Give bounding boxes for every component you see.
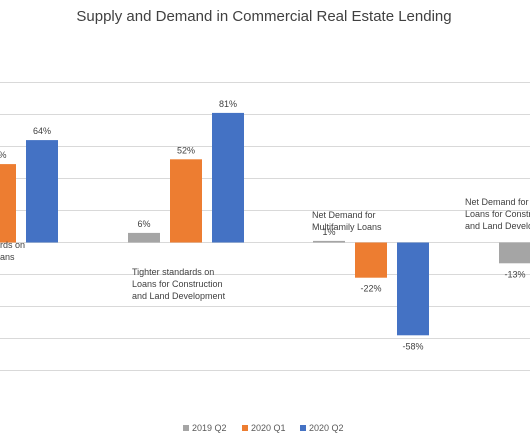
legend-label-1: 2020 Q1	[251, 423, 286, 433]
data-label-partial-2: 64%	[33, 126, 51, 136]
legend-swatch-0	[183, 425, 189, 431]
annotation-2-line-1: Loans for Construct	[465, 209, 530, 219]
bar-c0-s2	[212, 112, 244, 243]
data-label-c1-s1: -22%	[360, 284, 381, 294]
data-label-partial-1: 9%	[0, 150, 7, 160]
annotation-0-line-2: and Land Development	[132, 291, 226, 301]
legend-label-2: 2020 Q2	[309, 423, 344, 433]
gridlines	[0, 82, 530, 371]
data-label-c2-s0: -13%	[504, 269, 525, 279]
annotation-partial-line-0: rds on	[0, 240, 25, 250]
legend: 2019 Q2 2020 Q1 2020 Q2	[183, 423, 344, 433]
annotation-0-line-1: Loans for Construction	[132, 279, 223, 289]
category-annotations: Tighter standards on Loans for Constructi…	[0, 197, 530, 301]
data-label-c0-s0: 6%	[137, 219, 150, 229]
annotation-1-line-1: Multifamily Loans	[312, 222, 382, 232]
annotation-1-line-0: Net Demand for	[312, 210, 376, 220]
annotation-0-line-0: Tighter standards on	[132, 267, 214, 277]
bar-c0-s0	[128, 232, 160, 243]
data-label-c1-s0: 1%	[322, 227, 335, 237]
data-label-c0-s1: 52%	[177, 145, 195, 155]
bar-c1-s1	[355, 242, 387, 278]
bar-c2-s0	[499, 242, 530, 264]
annotation-partial-line-1: ans	[0, 252, 15, 262]
data-labels: 9% 64% 6% 1% -13% 52% -22% 81% -58%	[0, 99, 526, 351]
bar-c1-s0	[313, 240, 345, 243]
legend-swatch-1	[242, 425, 248, 431]
bar-c1-s2	[397, 242, 429, 336]
legend-swatch-2	[300, 425, 306, 431]
data-label-c0-s2: 81%	[219, 99, 237, 109]
bars	[0, 112, 530, 336]
data-label-c1-s2: -58%	[402, 341, 423, 351]
bar-c0-s1	[170, 159, 202, 243]
chart-title: Supply and Demand in Commercial Real Est…	[76, 8, 451, 25]
annotation-2-line-2: and Land Develo	[465, 221, 530, 231]
bar-partial-1	[0, 164, 16, 243]
annotation-2-line-0: Net Demand for	[465, 197, 529, 207]
bar-partial-2	[26, 140, 58, 243]
legend-label-0: 2019 Q2	[192, 423, 227, 433]
